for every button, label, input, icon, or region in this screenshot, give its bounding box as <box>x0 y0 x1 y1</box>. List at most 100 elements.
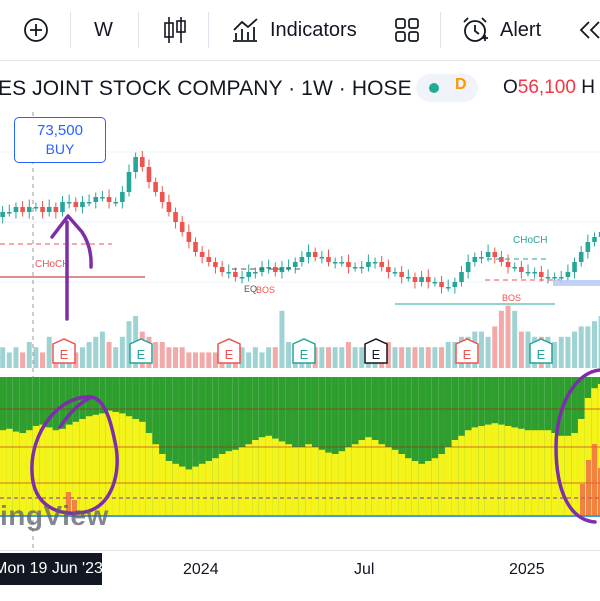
candle-body <box>578 252 584 262</box>
candles-icon <box>164 17 186 43</box>
candle-body <box>46 207 52 212</box>
volume-bar <box>485 336 491 368</box>
earnings-marker-label: E <box>137 347 146 362</box>
oscillator-yellow-bar <box>418 463 425 517</box>
candle-body <box>352 267 358 269</box>
oscillator-yellow-bar <box>571 433 578 517</box>
candle-body <box>306 252 311 257</box>
volume-bar <box>598 316 600 368</box>
oscillator-yellow-bar <box>405 458 412 517</box>
add-symbol-button[interactable] <box>22 14 50 46</box>
oscillator-yellow-bar <box>578 419 585 517</box>
candle-body <box>233 272 238 277</box>
layouts-button[interactable] <box>393 14 421 46</box>
volume-bar <box>239 347 245 368</box>
oscillator-yellow-bar <box>564 435 572 517</box>
candle-body <box>166 202 172 212</box>
volume-bar <box>578 326 584 368</box>
candle-body <box>392 272 398 274</box>
candle-body <box>319 257 325 259</box>
volume-bar <box>26 342 32 368</box>
candle-body <box>485 252 491 257</box>
oscillator-yellow-bar <box>551 433 558 517</box>
hand-arrow-head <box>50 214 93 269</box>
volume-bar <box>319 347 325 368</box>
candle-body <box>133 157 138 172</box>
candle-body <box>20 207 25 212</box>
oscillator-yellow-bar <box>165 461 173 517</box>
toolbar-divider <box>70 12 71 48</box>
oscillator-yellow-bar <box>305 444 312 517</box>
oscillator-yellow-bar <box>225 451 233 517</box>
bos-label-right: BOS <box>502 293 521 303</box>
volume-bar <box>518 331 524 368</box>
data-badge: D <box>455 76 467 93</box>
volume-bar <box>452 342 458 368</box>
chart-type-button[interactable] <box>162 14 188 46</box>
candle-body <box>100 197 105 199</box>
candle-body <box>312 252 318 257</box>
volume-bar <box>359 347 365 368</box>
candle-body <box>572 262 577 272</box>
volume-bar <box>113 347 119 368</box>
oscillator-yellow-bar <box>19 433 26 517</box>
oscillator-yellow-bar <box>245 444 253 517</box>
price-flag[interactable]: 73,500 BUY <box>14 117 106 163</box>
toolbar-divider <box>440 12 441 48</box>
volume-bar <box>73 352 79 368</box>
indicators-button[interactable]: Indicators <box>230 14 357 46</box>
oscillator-yellow-bar <box>484 424 492 517</box>
oscillator-yellow-bar <box>285 444 292 517</box>
interval-button[interactable]: W <box>94 14 113 46</box>
candle-body <box>532 272 537 274</box>
hand-circle-right <box>554 368 600 524</box>
oscillator-yellow-bar <box>365 437 372 517</box>
volume-bar <box>266 347 272 368</box>
volume-bar <box>20 352 26 368</box>
candle-body <box>113 202 118 204</box>
oscillator-yellow-bar <box>79 419 86 517</box>
volume-bar <box>512 310 518 368</box>
oscillator-histogram-bar <box>598 468 600 516</box>
oscillator-yellow-bar <box>52 430 60 517</box>
candle-body <box>193 242 198 252</box>
symbol-title[interactable]: ES JOINT STOCK COMPANY · 1W · HOSE <box>0 77 412 100</box>
volume-bar <box>212 352 218 368</box>
oscillator-yellow-bar <box>471 427 479 517</box>
oscillator-yellow-bar <box>425 461 432 517</box>
oscillator-yellow-bar <box>72 421 80 517</box>
oscillator-yellow-bar <box>312 447 319 517</box>
candle-body <box>472 257 478 262</box>
ohlc-open-label: O <box>503 77 518 98</box>
volume-bar <box>392 347 398 368</box>
volume-bar <box>6 352 12 368</box>
alert-label: Alert <box>500 18 542 41</box>
volume-bar <box>419 347 425 368</box>
oscillator-yellow-bar <box>132 419 140 517</box>
volume-bar <box>193 352 198 368</box>
oscillator-yellow-bar <box>371 440 379 517</box>
candle-body <box>339 262 345 264</box>
volume-bar <box>286 342 292 368</box>
oscillator-yellow-bar <box>172 463 179 517</box>
replay-button[interactable] <box>578 14 600 46</box>
oscillator-yellow-bar <box>125 416 133 517</box>
volume-bar <box>126 321 132 368</box>
alert-button[interactable]: Alert <box>460 14 541 46</box>
volume-bar <box>79 347 85 368</box>
oscillator-yellow-bar <box>464 430 472 517</box>
candle-body <box>366 262 371 267</box>
candle-body <box>266 267 271 269</box>
oscillator-yellow-bar <box>218 454 226 517</box>
oscillator-yellow-bar <box>458 435 465 517</box>
volume-bar <box>153 342 159 368</box>
oscillator-yellow-bar <box>358 440 366 517</box>
indicator-status-pill[interactable] <box>416 74 478 102</box>
candle-body <box>545 277 551 279</box>
time-axis[interactable] <box>0 550 600 601</box>
volume-bar <box>272 347 278 368</box>
volume-bar <box>93 336 99 368</box>
bos-label-mid: BOS <box>256 285 275 295</box>
